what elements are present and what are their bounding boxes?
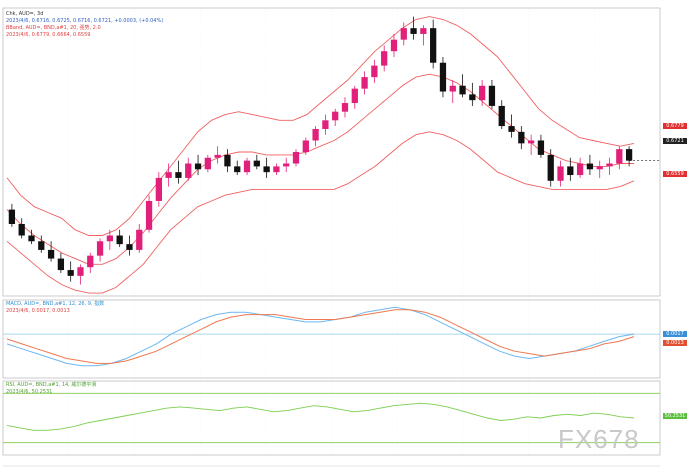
candle-body xyxy=(567,166,574,176)
candle-body xyxy=(283,163,290,167)
candle-body xyxy=(194,163,202,170)
candle-body xyxy=(204,157,211,170)
candle-body xyxy=(527,140,535,144)
candle-body xyxy=(165,172,172,178)
candle-body xyxy=(625,149,633,161)
candle-body xyxy=(400,28,407,40)
candle-body xyxy=(381,51,388,66)
candle-body xyxy=(67,270,74,276)
candle-body xyxy=(508,126,515,132)
candle-body xyxy=(116,235,123,245)
rsi-header-line2: 2023/4/6, 50.2531 xyxy=(6,389,53,395)
candle-body xyxy=(77,267,84,276)
candle-body xyxy=(430,28,437,63)
candle-body xyxy=(488,85,496,106)
candle-body xyxy=(155,177,162,201)
candle-body xyxy=(586,163,594,170)
candle-body xyxy=(292,152,300,164)
candle-body xyxy=(332,111,339,121)
candle-body xyxy=(469,94,476,101)
candle-body xyxy=(537,140,545,155)
candle-body xyxy=(175,172,182,178)
candle-body xyxy=(341,103,349,112)
fx678-watermark: FX678 xyxy=(558,424,640,454)
macd-signal-line xyxy=(6,309,635,364)
lower-band-badge: 0.6559 xyxy=(663,171,687,177)
candle-body xyxy=(518,131,525,144)
rsi-line xyxy=(6,402,635,431)
candle-body xyxy=(606,163,613,167)
candle-body xyxy=(185,163,192,178)
candle-body xyxy=(576,163,584,176)
bband-header-line2: 2023/4/6, 0.6779, 0.6664, 0.6559 xyxy=(6,32,91,38)
last-price-badge: 0.6721 xyxy=(663,138,687,144)
candle-body xyxy=(145,200,153,230)
candle-body xyxy=(302,140,309,152)
macd-header-line2: 2023/4/6, 0.0017, 0.0013 xyxy=(6,308,70,314)
candle-body xyxy=(87,255,94,268)
candle-body xyxy=(439,62,447,92)
candle-body xyxy=(390,39,398,52)
candle-body xyxy=(214,154,221,158)
chart-grid xyxy=(68,8,595,455)
rsi-panel xyxy=(3,392,660,444)
candle-body xyxy=(18,224,25,236)
candle-body xyxy=(126,244,133,250)
rsi-header-line1: RSI, AUD=, BND,a#1, 14, 威尔德平滑 xyxy=(6,382,97,388)
candle-body xyxy=(547,154,554,181)
candle-body xyxy=(106,235,114,242)
candle-body xyxy=(361,77,368,89)
candle-body xyxy=(57,258,65,271)
candlesticks xyxy=(8,16,660,285)
candle-body xyxy=(96,241,104,256)
candle-body xyxy=(234,166,241,173)
candle-body xyxy=(47,249,55,259)
signal-badge: 0.0013 xyxy=(663,340,687,346)
candle-body xyxy=(224,154,231,167)
candle-body xyxy=(410,28,417,34)
panel-frame-0 xyxy=(2,7,661,297)
candle-body xyxy=(616,149,623,164)
candle-body xyxy=(351,88,358,104)
candle-body xyxy=(557,166,564,181)
bollinger-upper-line xyxy=(6,16,635,236)
candle-body xyxy=(253,160,260,167)
candle-body xyxy=(596,166,603,170)
candle-body xyxy=(322,120,329,129)
upper-band-badge: 0.6779 xyxy=(663,123,687,129)
candle-body xyxy=(243,160,251,173)
candle-body xyxy=(8,209,16,224)
macd-panel xyxy=(3,306,660,367)
price-header-line2: 2023/4/6, 0.6716, 0.6725, 0.6716, 0.6721… xyxy=(6,18,164,24)
candle-body xyxy=(136,229,143,250)
candle-body xyxy=(38,241,45,250)
candle-body xyxy=(28,235,35,242)
candle-body xyxy=(498,105,505,127)
candle-body xyxy=(449,85,456,92)
candle-body xyxy=(479,85,486,101)
candle-body xyxy=(312,128,319,141)
bband-header-line1: BBand, AUD=, BND,a#1, 20, 强势, 2.0 xyxy=(6,25,101,31)
bollinger-lower-line xyxy=(6,131,635,294)
rsi-badge: 50.2531 xyxy=(663,413,687,419)
macd-badge: 0.0017 xyxy=(663,331,687,337)
macd-header-line1: MACD, AUD=, BND,a#1, 12, 26, 9, 指数 xyxy=(6,301,105,307)
candle-body xyxy=(273,166,280,173)
panel-frame-1 xyxy=(2,299,661,379)
candle-body xyxy=(420,28,427,34)
panel-frames xyxy=(2,7,661,467)
candle-body xyxy=(263,166,270,173)
candle-body xyxy=(371,65,378,78)
macd-line xyxy=(6,306,635,367)
panel-frame-2 xyxy=(2,380,661,456)
price-header-line1: Chk, AUD=, 3d xyxy=(6,11,44,17)
candle-body xyxy=(459,85,466,95)
